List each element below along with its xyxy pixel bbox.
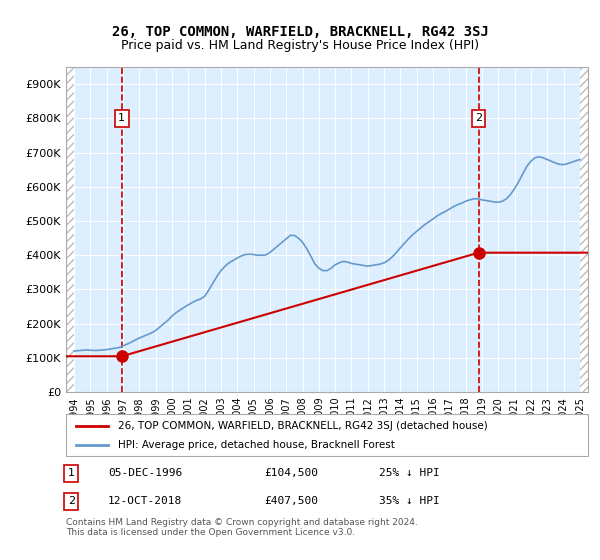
- Text: £407,500: £407,500: [265, 496, 319, 506]
- Text: 05-DEC-1996: 05-DEC-1996: [108, 468, 182, 478]
- Text: 26, TOP COMMON, WARFIELD, BRACKNELL, RG42 3SJ (detached house): 26, TOP COMMON, WARFIELD, BRACKNELL, RG4…: [118, 421, 488, 431]
- Text: £104,500: £104,500: [265, 468, 319, 478]
- Bar: [66, 67, 74, 392]
- Bar: [580, 67, 588, 392]
- Text: Price paid vs. HM Land Registry's House Price Index (HPI): Price paid vs. HM Land Registry's House …: [121, 39, 479, 52]
- Text: 1: 1: [68, 468, 75, 478]
- Text: 1: 1: [118, 114, 125, 124]
- Text: 2: 2: [475, 114, 482, 124]
- Text: 12-OCT-2018: 12-OCT-2018: [108, 496, 182, 506]
- Text: Contains HM Land Registry data © Crown copyright and database right 2024.
This d: Contains HM Land Registry data © Crown c…: [66, 518, 418, 538]
- FancyBboxPatch shape: [66, 414, 588, 456]
- Text: HPI: Average price, detached house, Bracknell Forest: HPI: Average price, detached house, Brac…: [118, 440, 395, 450]
- Text: 35% ↓ HPI: 35% ↓ HPI: [379, 496, 440, 506]
- Text: 25% ↓ HPI: 25% ↓ HPI: [379, 468, 440, 478]
- Text: 26, TOP COMMON, WARFIELD, BRACKNELL, RG42 3SJ: 26, TOP COMMON, WARFIELD, BRACKNELL, RG4…: [112, 25, 488, 39]
- Text: 2: 2: [68, 496, 75, 506]
